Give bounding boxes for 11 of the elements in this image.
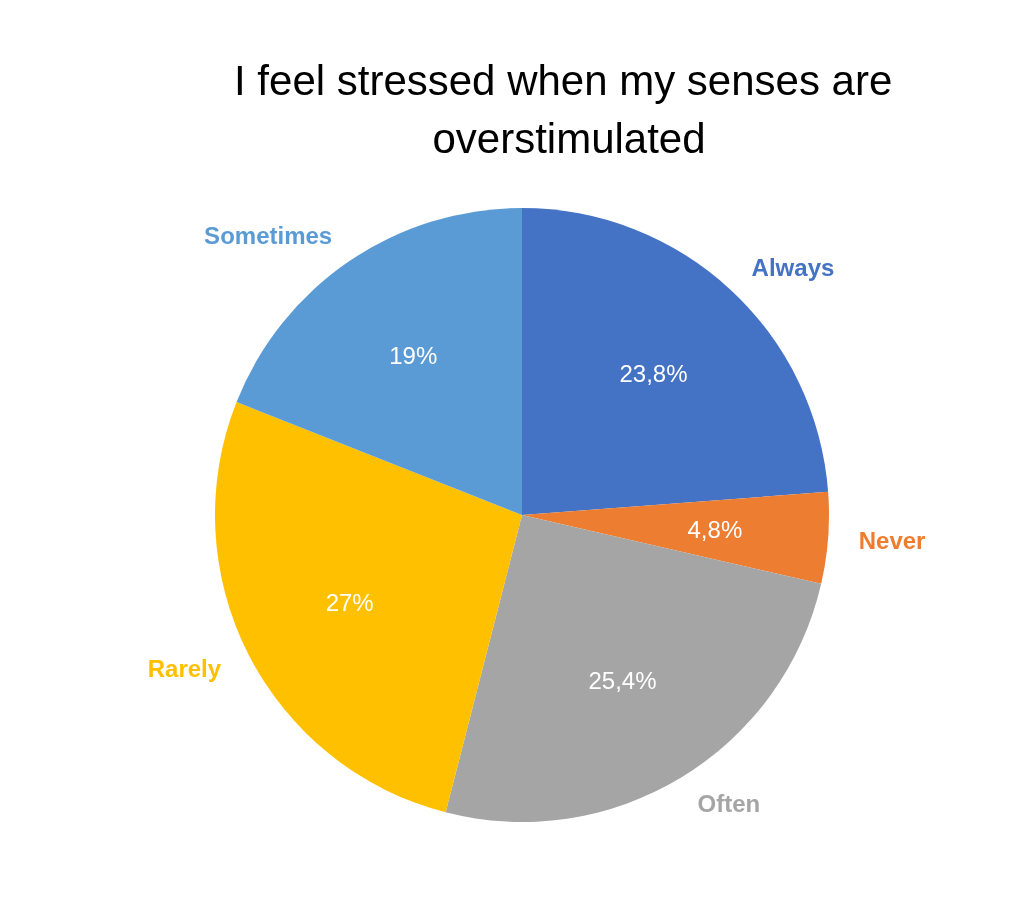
data-label: 4,8% — [687, 516, 743, 544]
slice-label: Rarely — [147, 654, 222, 682]
data-label: 25,4% — [588, 666, 657, 694]
data-label: 19% — [389, 341, 438, 369]
slice-label: Always — [751, 253, 835, 281]
data-label: 27% — [325, 589, 374, 617]
data-label: 23,8% — [619, 359, 688, 387]
slice-label: Sometimes — [204, 222, 333, 250]
slice-label: Never — [858, 526, 926, 554]
chart-title: I feel stressed when my senses are overstimulated — [234, 56, 904, 162]
slice-label: Often — [697, 789, 761, 817]
